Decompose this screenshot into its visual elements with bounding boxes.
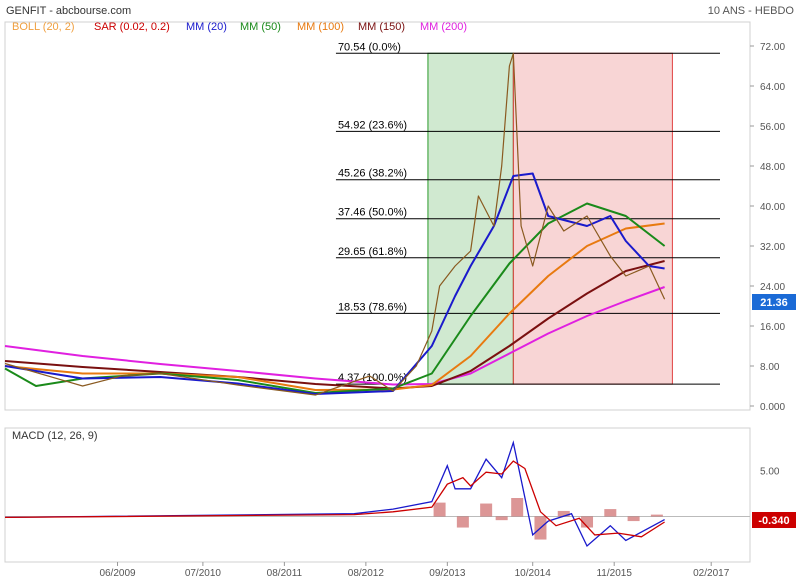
macd-histogram-bar (650, 514, 663, 517)
macd-tick-label: 5.00 (760, 466, 780, 477)
macd-histogram-bar (456, 516, 469, 528)
last-macd-badge (752, 512, 796, 528)
fib-level-label: 70.54 (0.0%) (338, 41, 401, 53)
price-axis: 72.00 64.00 56.00 48.00 40.00 32.00 24.00 16.00… (750, 42, 785, 413)
fib-level-label: 37.46 (50.0%) (338, 207, 407, 219)
fib-level-label: 54.92 (23.6%) (338, 119, 407, 131)
legend-sar: SAR (0.02, 0.2) (94, 21, 170, 33)
indicator-legend: BOLL (20, 2) SAR (0.02, 0.2) MM (20) MM … (12, 21, 467, 33)
fib-level-label: 18.53 (78.6%) (338, 301, 407, 313)
macd-histogram-bar (557, 510, 570, 517)
series-line-mm-20- (4, 172, 665, 395)
date-tick-label: 07/2010 (185, 568, 222, 579)
date-tick-label: 09/2013 (429, 568, 466, 579)
date-axis: 06/2009 07/2010 08/2011 08/2012 09/2013 10/20… (99, 562, 730, 579)
fib-level-label: 29.65 (61.8%) (338, 246, 407, 258)
series-line-close (4, 52, 666, 396)
macd-line (4, 440, 665, 548)
date-tick-label: 02/2017 (693, 568, 730, 579)
date-tick-label: 08/2011 (267, 568, 303, 579)
date-tick-label: 06/2009 (99, 568, 136, 579)
legend-mm150: MM (150) (358, 21, 405, 33)
macd-histogram-bar (581, 516, 594, 528)
legend-mm200: MM (200) (420, 21, 467, 33)
macd-histogram-bar (433, 502, 446, 517)
date-tick-label: 11/2015 (596, 568, 632, 579)
macd-histogram-bar (604, 509, 617, 517)
fib-level-label: 45.26 (38.2%) (338, 168, 407, 180)
period-label: 10 ANS - HEBDO (708, 5, 795, 17)
date-tick-label: 08/2012 (348, 568, 385, 579)
date-tick-label: 10/2014 (515, 568, 552, 579)
macd-signal-line (4, 460, 665, 538)
price-tick-label: 40.00 (760, 202, 785, 213)
legend-mm100: MM (100) (297, 21, 344, 33)
legend-boll: BOLL (20, 2) (12, 21, 75, 33)
price-tick-label: 0.000 (760, 402, 785, 413)
price-tick-label: 16.00 (760, 322, 785, 333)
macd-panel (4, 427, 751, 563)
price-tick-label: 56.00 (760, 122, 785, 133)
price-tick-label: 72.00 (760, 42, 785, 53)
last-price-badge (752, 294, 796, 310)
macd-histogram-bar (480, 503, 493, 517)
macd-histogram-bar (495, 516, 508, 521)
macd-histogram-bar (511, 498, 524, 517)
legend-mm50: MM (50) (240, 21, 281, 33)
legend-mm20: MM (20) (186, 21, 227, 33)
macd-title: MACD (12, 26, 9) (12, 430, 98, 442)
price-tick-label: 8.00 (760, 362, 780, 373)
price-tick-label: 64.00 (760, 82, 785, 93)
price-series-group (4, 52, 666, 396)
price-tick-label: 48.00 (760, 162, 785, 173)
price-tick-label: 32.00 (760, 242, 785, 253)
macd-series-group (4, 440, 750, 548)
price-tick-label: 24.00 (760, 282, 785, 293)
last-price-value: 21.36 (760, 297, 788, 309)
chart-title: GENFIT - abcbourse.com (6, 5, 131, 17)
last-macd-value: -0.340 (758, 515, 789, 527)
macd-histogram-bar (627, 516, 640, 522)
